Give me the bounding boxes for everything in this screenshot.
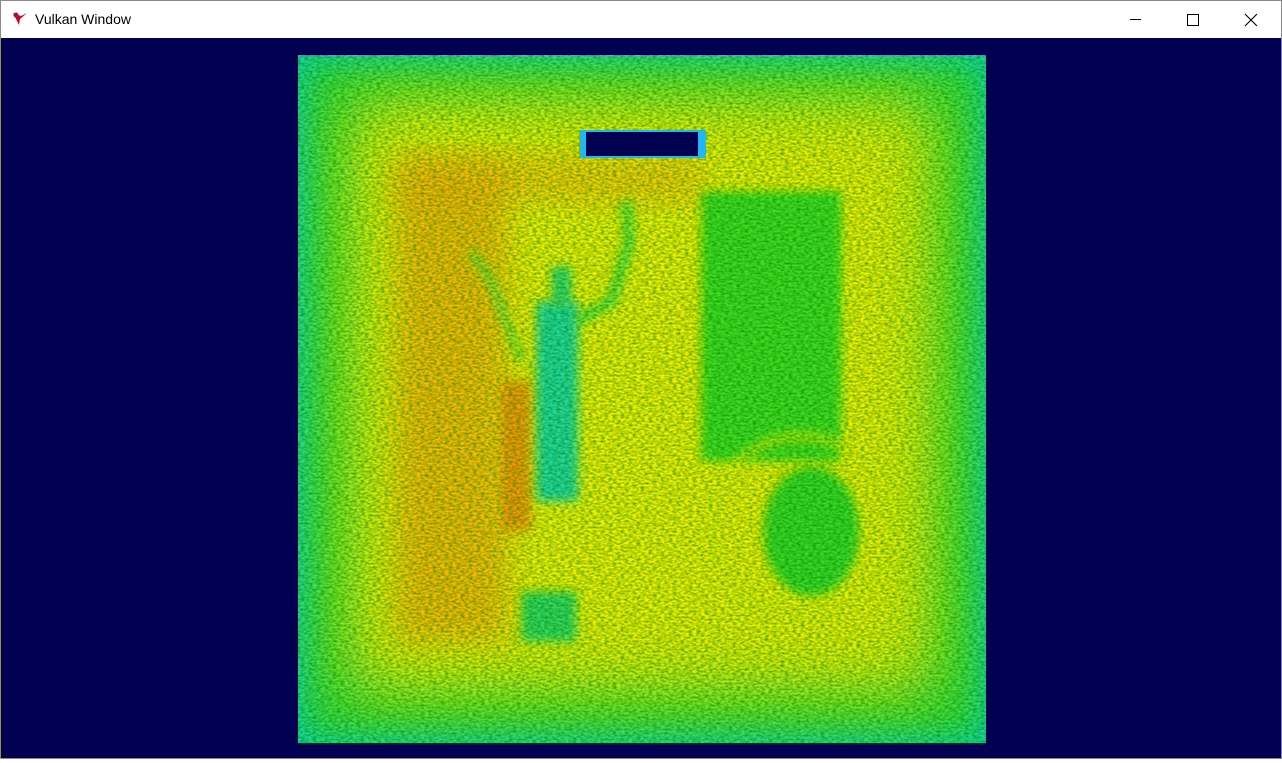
close-button[interactable]: [1222, 1, 1280, 38]
title-bar: Vulkan Window: [1, 1, 1281, 38]
heatmap-render: [298, 55, 986, 743]
app-icon: [13, 12, 27, 25]
maximize-button[interactable]: [1164, 1, 1222, 38]
window-title: Vulkan Window: [35, 11, 131, 27]
minimize-button[interactable]: [1106, 1, 1164, 38]
render-surface: [1, 38, 1281, 758]
